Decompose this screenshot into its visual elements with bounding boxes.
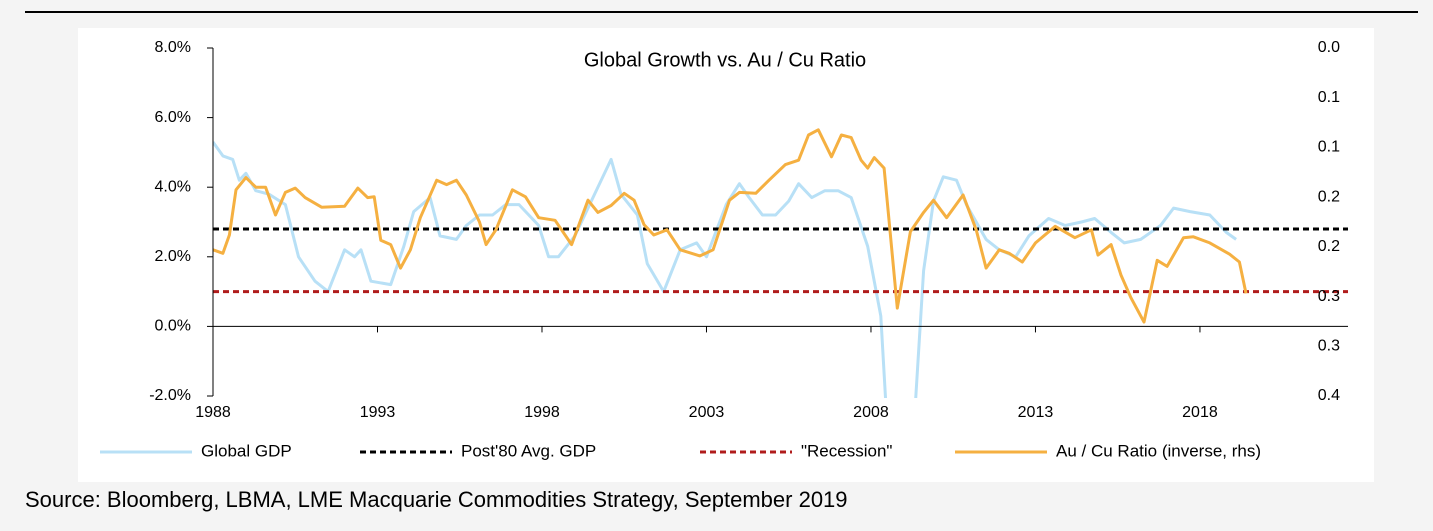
y2-tick-label: 0.1	[1318, 139, 1340, 156]
y2-tick-label: 0.0	[1318, 39, 1340, 56]
x-tick-label: 2013	[1018, 404, 1054, 421]
legend-label: Global GDP	[201, 441, 292, 460]
y-tick-label: 6.0%	[155, 109, 191, 126]
legend-label: Au / Cu Ratio (inverse, rhs)	[1056, 441, 1261, 460]
legend-label: "Recession"	[801, 441, 892, 460]
x-tick-label: 1998	[524, 404, 560, 421]
series-line	[213, 128, 1248, 324]
y2-tick-label: 0.3	[1318, 288, 1340, 305]
chart-panel	[78, 28, 1374, 482]
plot-area	[213, 128, 1348, 398]
y-tick-label: 0.0%	[155, 318, 191, 335]
x-tick-label: 1988	[195, 404, 231, 421]
y-tick-label: -2.0%	[149, 387, 191, 404]
y2-tick-label: 0.2	[1318, 188, 1340, 205]
y-tick-label: 8.0%	[155, 39, 191, 56]
chart-title: Global Growth vs. Au / Cu Ratio	[584, 49, 866, 71]
y2-tick-label: 0.3	[1318, 338, 1340, 355]
y2-tick-label: 0.2	[1318, 238, 1340, 255]
y-tick-label: 4.0%	[155, 178, 191, 195]
x-tick-label: 2008	[853, 404, 889, 421]
series-line	[213, 141, 1237, 398]
y-tick-label: 2.0%	[155, 248, 191, 265]
y2-tick-label: 0.1	[1318, 89, 1340, 106]
x-tick-label: 2003	[689, 404, 725, 421]
x-tick-label: 2018	[1182, 404, 1218, 421]
y2-tick-label: 0.4	[1318, 387, 1340, 404]
x-tick-label: 1993	[360, 404, 396, 421]
source-note: Source: Bloomberg, LBMA, LME Macquarie C…	[25, 487, 848, 512]
legend-label: Post'80 Avg. GDP	[461, 441, 596, 460]
